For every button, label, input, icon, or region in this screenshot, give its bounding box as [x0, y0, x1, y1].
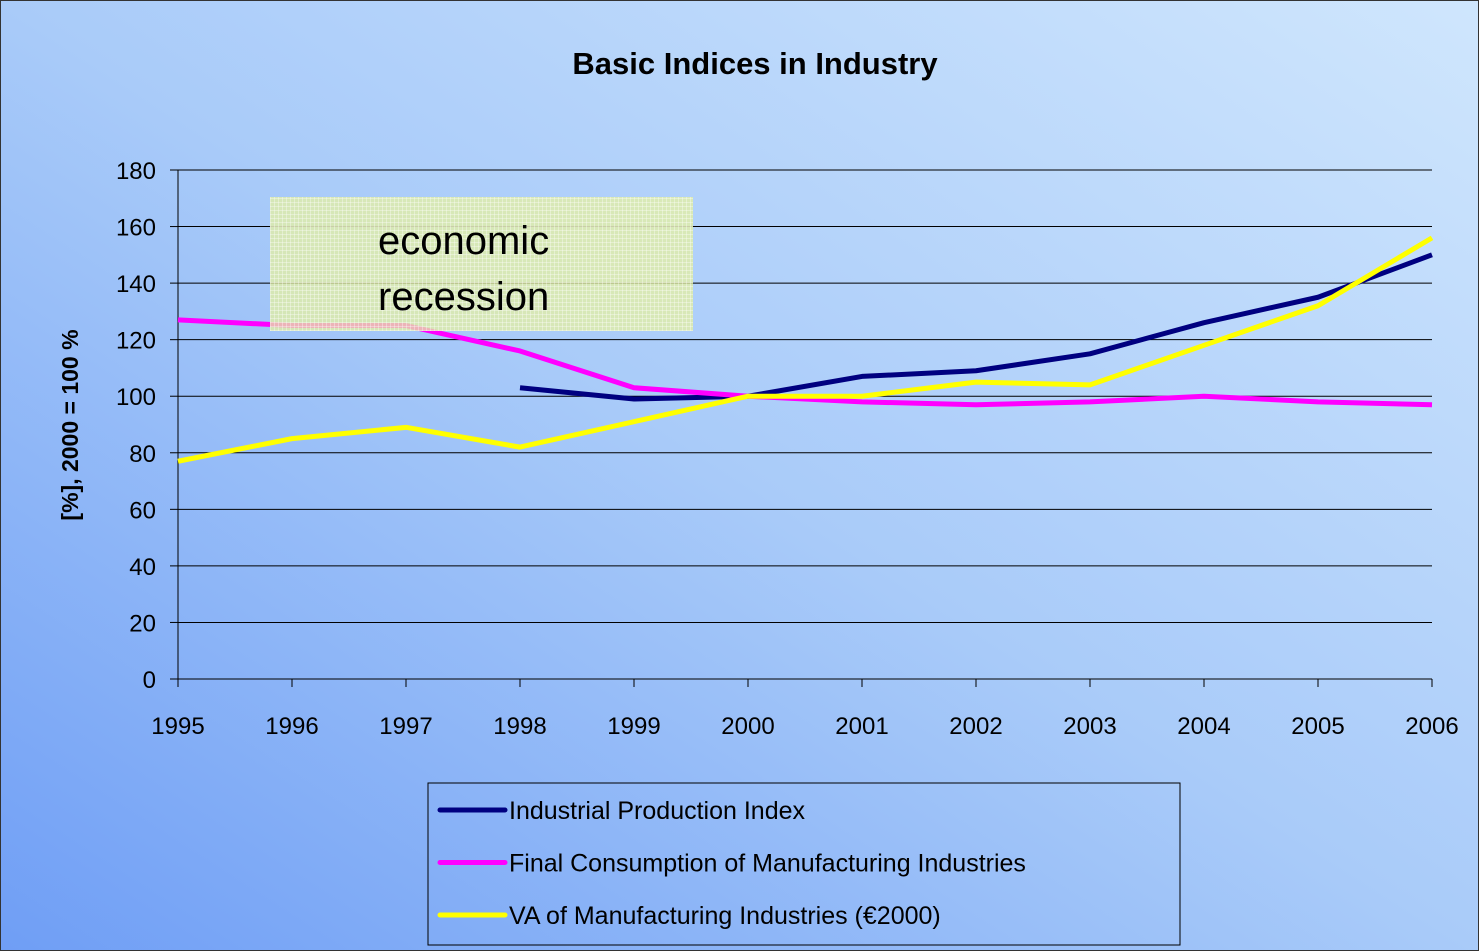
- x-tick-label: 2001: [835, 713, 888, 740]
- x-tick-label: 2000: [721, 713, 774, 740]
- x-tick-label: 1999: [607, 713, 660, 740]
- line-series: [177, 235, 1434, 464]
- x-tick-label: 1996: [265, 713, 318, 740]
- y-axis-label: [%], 2000 = 100 %: [57, 329, 83, 520]
- legend-label: Industrial Production Index: [509, 797, 806, 825]
- line-series: [519, 252, 1433, 402]
- y-tick-label: 60: [129, 497, 156, 524]
- y-tick-label: 140: [116, 271, 156, 298]
- legend-box: [427, 782, 1181, 946]
- x-tick-label: 2003: [1063, 713, 1116, 740]
- annotation: economic recession: [270, 197, 693, 331]
- x-tick-label: 1998: [493, 713, 546, 740]
- y-tick-label: 120: [116, 328, 156, 355]
- y-tick-label: 80: [129, 441, 156, 468]
- x-tick-label: 2004: [1177, 713, 1230, 740]
- legend-label: VA of Manufacturing Industries (€2000): [509, 902, 941, 930]
- chart-title: Basic Indices in Industry: [572, 46, 938, 81]
- x-tick-label: 1997: [379, 713, 432, 740]
- y-tick-label: 180: [116, 158, 156, 185]
- y-tick-label: 40: [129, 554, 156, 581]
- x-tick-label: 1995: [151, 713, 204, 740]
- y-tick-label: 0: [143, 667, 156, 694]
- legend-label: Final Consumption of Manufacturing Indus…: [509, 850, 1026, 878]
- y-tick-label: 160: [116, 215, 156, 242]
- x-tick-label: 2006: [1405, 713, 1458, 740]
- x-tick-label: 2002: [949, 713, 1002, 740]
- x-tick-label: 2005: [1291, 713, 1344, 740]
- y-tick-label: 100: [116, 384, 156, 411]
- y-tick-label: 20: [129, 610, 156, 637]
